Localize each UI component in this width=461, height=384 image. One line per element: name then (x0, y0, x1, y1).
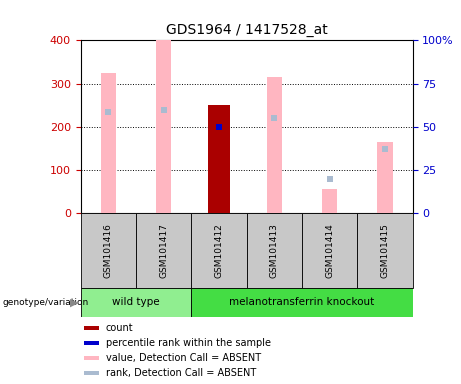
Bar (191, 213, 247, 288)
Text: percentile rank within the sample: percentile rank within the sample (106, 338, 271, 348)
Text: rank, Detection Call = ABSENT: rank, Detection Call = ABSENT (106, 368, 256, 378)
Bar (377, 142, 393, 213)
Text: GSM101412: GSM101412 (214, 223, 224, 278)
Bar (156, 40, 171, 213)
Bar (357, 213, 413, 288)
Bar (84, 371, 99, 374)
Bar (100, 73, 116, 213)
Text: count: count (106, 323, 133, 333)
Bar (81, 288, 191, 317)
Text: ▶: ▶ (70, 297, 78, 308)
Text: GSM101416: GSM101416 (104, 223, 113, 278)
Title: GDS1964 / 1417528_at: GDS1964 / 1417528_at (166, 23, 327, 36)
Bar (208, 105, 230, 213)
Bar (84, 356, 99, 360)
Text: value, Detection Call = ABSENT: value, Detection Call = ABSENT (106, 353, 260, 363)
Text: GSM101414: GSM101414 (325, 223, 334, 278)
Bar (266, 77, 282, 213)
Bar (81, 213, 136, 288)
Bar (247, 213, 302, 288)
Text: genotype/variation: genotype/variation (2, 298, 89, 307)
Bar (302, 213, 357, 288)
Text: melanotransferrin knockout: melanotransferrin knockout (229, 297, 375, 308)
Text: GSM101415: GSM101415 (380, 223, 390, 278)
Bar (84, 341, 99, 345)
Bar (191, 288, 413, 317)
Bar (322, 189, 337, 213)
Text: GSM101417: GSM101417 (159, 223, 168, 278)
Bar (84, 326, 99, 330)
Bar (136, 213, 191, 288)
Text: GSM101413: GSM101413 (270, 223, 279, 278)
Text: wild type: wild type (112, 297, 160, 308)
